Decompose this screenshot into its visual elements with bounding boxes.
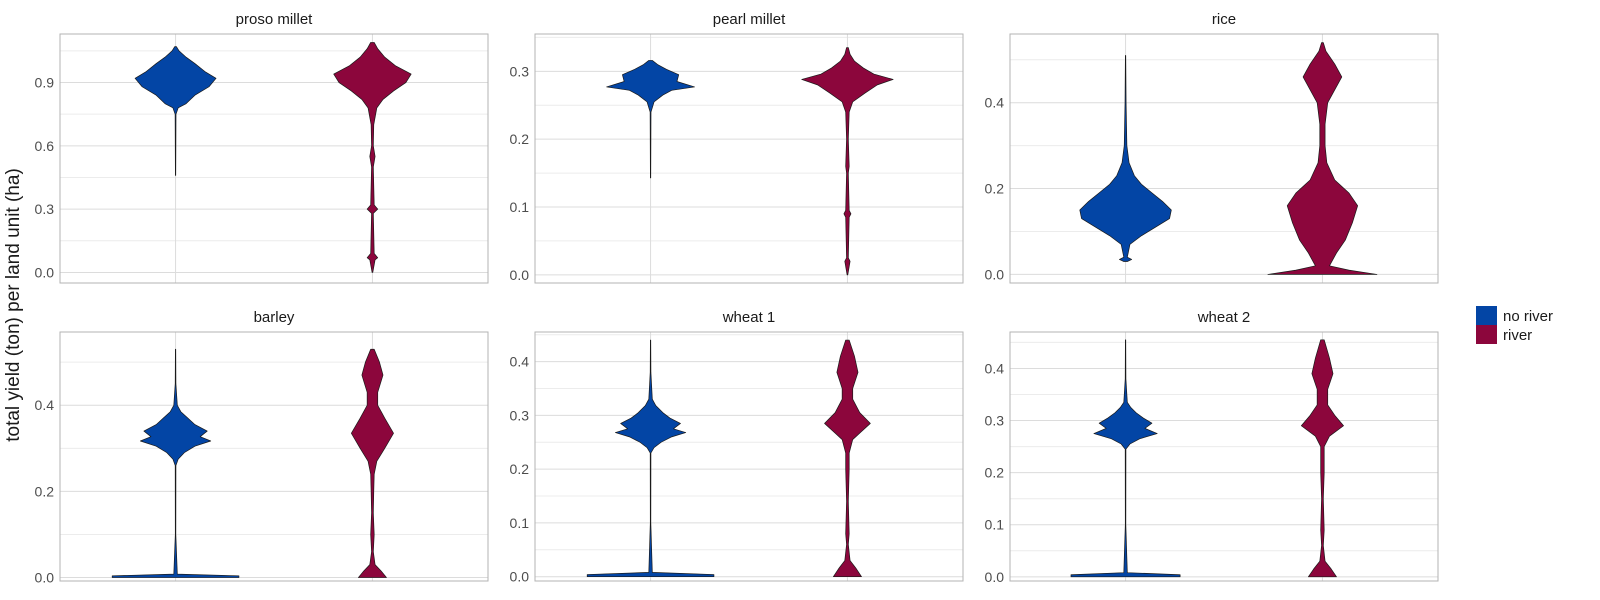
panel-wheat-2: 0.0 0.1 0.2 0.3 0.4 wheat 2: [985, 309, 1439, 585]
y-tick-label: 0.2: [35, 483, 55, 499]
panel-barley: 0.0 0.2 0.4 barley: [35, 309, 489, 586]
violin-wheat-1-river: [824, 339, 871, 578]
y-tick-label: 0.1: [510, 515, 530, 531]
legend-key-river: [1476, 325, 1497, 344]
violin-pearl-millet-river: [801, 47, 894, 276]
y-tick-label: 0.1: [985, 517, 1005, 533]
y-tick-label: 0.0: [985, 569, 1005, 585]
panel-border: [59, 331, 489, 582]
y-axis-label: total yield (ton) per land unit (ha): [3, 168, 24, 442]
panel-proso-millet: 0.0 0.3 0.6 0.9 proso millet: [35, 11, 489, 284]
panel-border: [59, 33, 489, 284]
violin-wheat-2-river: [1300, 339, 1344, 578]
y-tick-label: 0.3: [985, 413, 1005, 429]
y-tick-label: 0.4: [510, 354, 530, 370]
y-tick-label: 0.2: [985, 465, 1005, 481]
panel-title: wheat 1: [722, 309, 776, 326]
panel-border: [1009, 33, 1439, 284]
panel-rice: 0.0 0.2 0.4 rice: [985, 11, 1439, 284]
panel-border: [1009, 331, 1439, 582]
y-tick-label: 0.2: [510, 131, 530, 147]
y-tick-label: 0.0: [510, 267, 530, 283]
y-tick-label: 0.3: [510, 407, 530, 423]
violin-rice-river: [1267, 42, 1378, 275]
y-tick-label: 0.4: [35, 397, 55, 413]
legend: no river river: [1476, 306, 1553, 344]
legend-key-no-river: [1476, 306, 1497, 325]
y-tick-label: 0.6: [35, 138, 55, 154]
panel-wheat-1: 0.0 0.1 0.2 0.3 0.4 wheat 1: [510, 309, 964, 585]
violin-proso-millet-no-river: [134, 46, 217, 176]
y-tick-label: 0.0: [510, 569, 530, 585]
panel-title: proso millet: [236, 11, 314, 28]
y-tick-label: 0.0: [35, 264, 55, 280]
y-tick-label: 0.2: [985, 181, 1005, 197]
violin-proso-millet-river: [333, 42, 412, 273]
y-tick-label: 0.4: [985, 360, 1005, 376]
panel-title: barley: [254, 309, 295, 326]
panel-title: rice: [1212, 11, 1236, 28]
violin-rice-no-river: [1079, 55, 1172, 262]
panel-title: wheat 2: [1197, 309, 1251, 326]
y-tick-label: 0.3: [510, 63, 530, 79]
y-tick-label: 0.4: [985, 95, 1005, 111]
y-tick-label: 0.0: [985, 266, 1005, 282]
y-tick-label: 0.0: [35, 570, 55, 586]
panel-border: [534, 33, 964, 284]
y-tick-label: 0.3: [35, 201, 55, 217]
panel-border: [534, 331, 964, 582]
facet-panels: 0.0 0.3 0.6 0.9 proso millet 0.0 0.1 0.2 0.3 pear…: [35, 11, 1439, 586]
violin-wheat-1-no-river: [586, 339, 715, 578]
y-tick-label: 0.9: [35, 75, 55, 91]
panel-pearl-millet: 0.0 0.1 0.2 0.3 pearl millet: [510, 11, 964, 284]
violin-barley-no-river: [111, 348, 240, 578]
legend-label-no-river: no river: [1503, 308, 1553, 325]
panel-title: pearl millet: [713, 11, 786, 28]
y-tick-label: 0.1: [510, 199, 530, 215]
violin-wheat-2-no-river: [1070, 339, 1181, 578]
y-tick-label: 0.2: [510, 461, 530, 477]
legend-label-river: river: [1503, 327, 1532, 344]
violin-pearl-millet-no-river: [606, 60, 695, 179]
violin-barley-river: [350, 348, 394, 578]
